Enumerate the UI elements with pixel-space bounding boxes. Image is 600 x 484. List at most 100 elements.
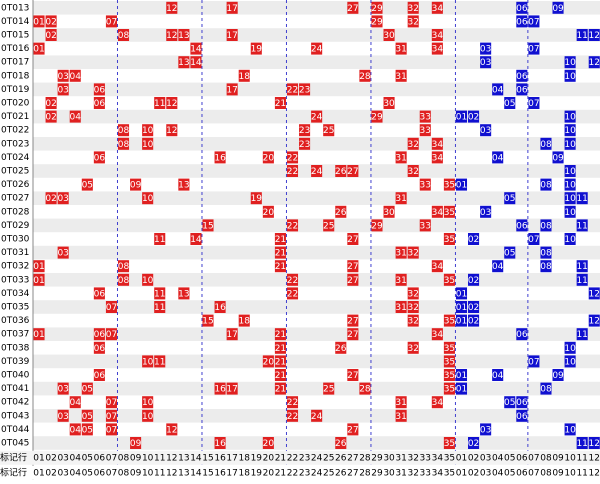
red-ball-number: 33 [420, 113, 431, 123]
red-ball-number: 26 [335, 344, 347, 354]
blue-ball-number: 06 [516, 398, 528, 408]
footer-number: 10 [564, 453, 576, 463]
row-stripe [33, 381, 600, 396]
red-ball-number: 17 [226, 330, 237, 340]
red-ball [262, 205, 274, 218]
footer-number: 04 [492, 453, 504, 463]
red-ball [395, 396, 407, 409]
red-ball [142, 137, 154, 150]
blue-ball [468, 273, 480, 286]
red-ball-number: 22 [287, 398, 298, 408]
red-ball [226, 29, 238, 41]
blue-ball [492, 260, 504, 273]
blue-ball [576, 219, 588, 232]
issue-label: 0T016 [1, 44, 30, 54]
row-stripe [33, 191, 600, 205]
issue-label: 0T017 [1, 58, 29, 68]
red-ball [431, 396, 443, 409]
red-ball [371, 15, 383, 28]
red-ball-number: 05 [82, 425, 93, 435]
red-ball-number: 28 [359, 72, 371, 82]
blue-ball [480, 205, 492, 218]
footer-number: 22 [287, 453, 298, 463]
blue-ball-number: 11 [576, 330, 587, 340]
blue-ball [564, 124, 576, 137]
blue-ball [492, 151, 504, 164]
red-ball-number: 35 [444, 439, 455, 449]
red-ball [347, 328, 359, 341]
red-ball [105, 328, 117, 341]
red-ball-number: 32 [407, 17, 418, 27]
red-ball [274, 260, 286, 273]
red-ball-number: 08 [118, 262, 130, 272]
blue-ball [576, 192, 588, 205]
red-ball-number: 25 [323, 385, 334, 395]
red-ball-number: 22 [287, 289, 298, 299]
red-ball-number: 22 [287, 412, 298, 422]
red-ball-number: 31 [395, 412, 406, 422]
footer-label: 标记行 [0, 466, 27, 478]
red-ball-number: 03 [57, 72, 68, 82]
blue-ball-number: 08 [540, 385, 552, 395]
blue-ball [576, 260, 588, 273]
blue-ball-number: 10 [564, 235, 576, 245]
footer-number: 02 [468, 468, 479, 478]
red-ball [154, 233, 166, 245]
red-ball [117, 29, 130, 41]
red-ball-number: 31 [395, 72, 406, 82]
red-ball [431, 1, 443, 14]
red-ball [323, 219, 335, 232]
footer-number: 09 [552, 468, 564, 478]
red-ball-number: 03 [57, 85, 68, 95]
footer-number: 02 [45, 453, 56, 463]
blue-ball [455, 314, 468, 327]
blue-ball [564, 233, 576, 245]
red-ball [262, 151, 274, 164]
blue-ball-number: 02 [468, 439, 479, 449]
footer-number: 31 [395, 453, 406, 463]
blue-ball-number: 03 [480, 208, 491, 218]
footer-number: 34 [432, 468, 444, 478]
red-ball-number: 32 [407, 4, 418, 14]
red-ball [93, 287, 105, 300]
red-ball-number: 28 [359, 385, 371, 395]
footer-number: 23 [299, 468, 310, 478]
red-ball [93, 97, 105, 109]
blue-ball [528, 355, 540, 368]
footer-number: 35 [444, 453, 455, 463]
red-ball-number: 29 [371, 113, 383, 123]
blue-ball [468, 301, 480, 313]
blue-ball [528, 42, 540, 55]
row-stripe [33, 82, 600, 97]
red-ball [214, 382, 226, 395]
red-ball [443, 273, 455, 286]
red-ball-number: 17 [226, 85, 237, 95]
red-ball-number: 07 [106, 303, 117, 313]
footer-number: 19 [251, 453, 263, 463]
red-ball [323, 124, 335, 137]
red-ball-number: 14 [190, 58, 202, 68]
issue-label: 0T043 [1, 411, 29, 421]
footer-number: 27 [347, 468, 358, 478]
red-ball [57, 382, 69, 395]
blue-ball-number: 10 [564, 113, 576, 123]
red-ball [105, 396, 117, 409]
blue-ball [564, 355, 576, 368]
red-ball-number: 27 [347, 4, 358, 14]
red-ball [286, 273, 299, 286]
footer-number: 05 [504, 453, 515, 463]
red-ball [81, 382, 93, 395]
red-ball [407, 165, 419, 177]
red-ball-number: 19 [251, 45, 263, 55]
red-ball [274, 369, 286, 381]
footer-number: 20 [263, 453, 275, 463]
red-ball [117, 137, 130, 150]
red-ball-number: 01 [33, 17, 44, 27]
red-ball-number: 02 [45, 99, 56, 109]
issue-label: 0T037 [1, 330, 29, 340]
blue-ball-number: 01 [456, 385, 467, 395]
blue-ball [492, 83, 504, 96]
red-ball [443, 341, 455, 354]
red-ball-number: 35 [444, 276, 455, 286]
blue-ball-number: 10 [564, 58, 576, 68]
